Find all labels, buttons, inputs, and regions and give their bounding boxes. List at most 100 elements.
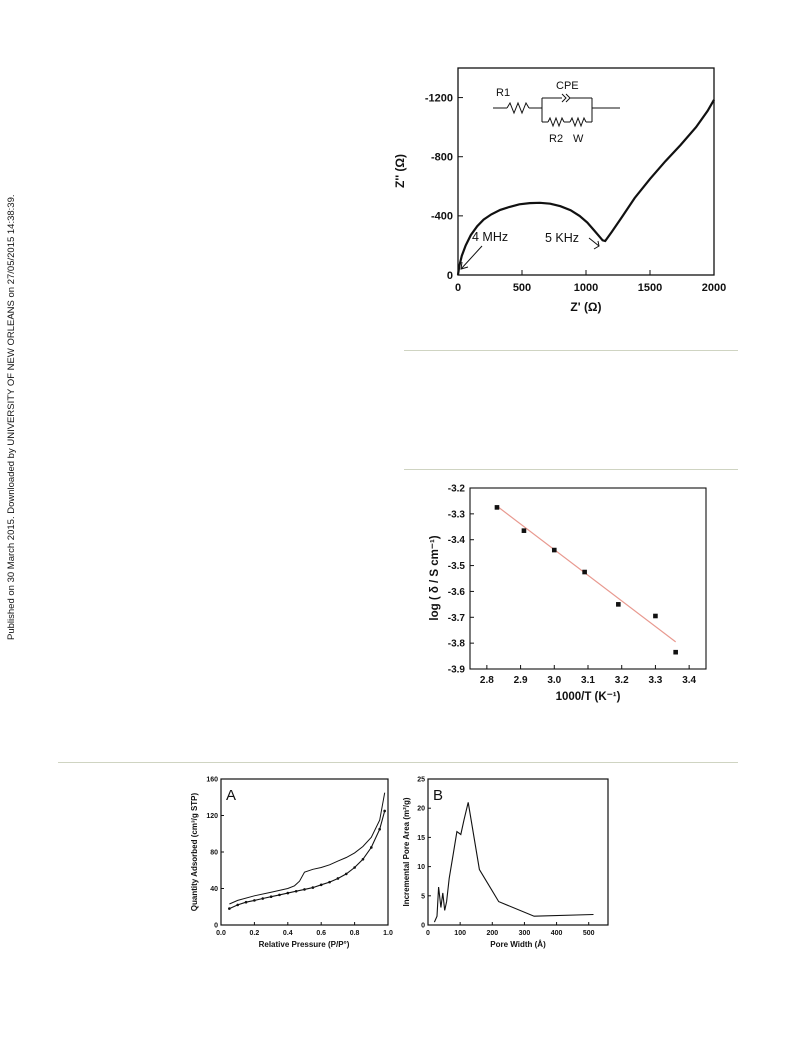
adsorption-point	[253, 899, 256, 902]
pore-area-curve	[433, 802, 594, 923]
resistor-r1	[506, 101, 530, 115]
arrhenius-y-tick-label: -3.7	[448, 613, 466, 624]
isotherm-x-tick-label: 0.0	[216, 930, 226, 937]
arrhenius-x-tick-label: 3.2	[615, 675, 629, 686]
pore-y-tick-label: 5	[421, 893, 425, 900]
pore-plot-frame	[427, 778, 609, 926]
panel-label-b: B	[433, 787, 443, 804]
annotation-5khz: 5 KHz	[545, 231, 579, 245]
adsorption-point	[319, 883, 323, 887]
data-point	[494, 505, 500, 510]
arrhenius-chart: 2.8 2.9 3.0 3.1 3.2 3.3 3.4 -3.2 -3.3 -3.4 -3.5 -3…	[429, 484, 707, 703]
adsorption-point	[236, 903, 239, 907]
adsorption-point	[353, 866, 356, 869]
pore-x-tick-label: 100	[454, 930, 466, 937]
pore-y-tick-label: 10	[417, 864, 425, 871]
adsorption-point	[344, 872, 348, 876]
arrhenius-y-tick-label: -3.5	[448, 561, 466, 572]
annotation-5khz-arrow	[588, 237, 600, 247]
isotherm-x-tick-label: 1.0	[383, 930, 393, 937]
adsorption-point	[336, 877, 340, 880]
pore-y-tick-label: 25	[417, 776, 425, 783]
nyquist-y-tick-label: 0	[447, 270, 453, 282]
arrhenius-x-tick-label: 3.4	[682, 675, 696, 686]
divider-rule-1	[404, 350, 738, 351]
circuit-label-r1: R1	[496, 87, 510, 99]
nyquist-x-tick-label: 0	[455, 282, 461, 294]
nyquist-y-tick-label: -400	[431, 211, 453, 223]
divider-rule-2	[404, 469, 738, 470]
resistor-r2	[547, 116, 565, 128]
isotherm-y-tick-label: 0	[214, 922, 218, 929]
circuit-label-r2: R2	[549, 133, 563, 145]
data-point	[653, 613, 658, 619]
isotherm-y-tick-label: 80	[210, 849, 218, 856]
data-point	[616, 602, 621, 607]
annotation-4mhz-arrow	[460, 245, 483, 270]
nyquist-figure: 0 500 1000 1500 2000 0 -400 -800 -1200 R1 CPE R…	[390, 55, 735, 320]
pore-x-tick-label: 200	[486, 930, 498, 937]
pore-y-tick-label: 15	[417, 835, 425, 842]
pore-figure: B 0 100 200 300 400 500 0 5 10 15 20 25 Pore Width…	[400, 771, 610, 951]
adsorption-point	[311, 886, 315, 889]
pore-y-tick-label: 20	[417, 806, 425, 813]
nyquist-x-tick-label: 2000	[702, 282, 726, 294]
arrhenius-x-tick-label: 3.3	[648, 675, 662, 686]
adsorption-point	[328, 880, 331, 884]
isotherm-x-tick-label: 0.4	[283, 930, 293, 937]
pore-x-tick-label: 500	[583, 930, 595, 937]
nyquist-curve	[456, 99, 715, 276]
nyquist-chart: 0 500 1000 1500 2000 0 -400 -800 -1200 R1 CPE R…	[393, 67, 726, 314]
pore-y-label: Incremental Pore Area (m²/g)	[402, 797, 411, 906]
arrhenius-y-tick-label: -3.2	[448, 484, 466, 495]
adsorption-point	[378, 827, 381, 831]
arrhenius-y-tick-label: -3.9	[448, 665, 466, 676]
arrhenius-x-label: 1000/T (K⁻¹)	[556, 691, 621, 703]
arrhenius-x-tick-label: 3.0	[547, 675, 561, 686]
adsorption-point	[361, 858, 365, 861]
adsorption-point	[303, 888, 306, 891]
pore-x-tick-label: 300	[519, 930, 531, 937]
isotherm-figure: A 0.0 0.2 0.4 0.6 0.8 1.0 0 40 80 120 160 Relativ…	[188, 771, 393, 951]
data-point	[582, 569, 587, 575]
arrhenius-y-tick-label: -3.6	[448, 587, 466, 598]
nyquist-x-label: Z' (Ω)	[570, 300, 601, 314]
desorption-branch	[229, 792, 386, 905]
isotherm-y-tick-label: 120	[206, 813, 218, 820]
adsorption-point	[370, 846, 373, 849]
warburg-element	[569, 116, 587, 128]
cpe-element	[561, 93, 567, 103]
arrhenius-figure: 2.8 2.9 3.0 3.1 3.2 3.3 3.4 -3.2 -3.3 -3.4 -3.5 -3…	[420, 478, 720, 728]
isotherm-x-tick-label: 0.8	[350, 930, 360, 937]
equivalent-circuit	[493, 93, 620, 128]
arrhenius-y-label: log ( δ / S cm⁻¹)	[429, 535, 441, 620]
circuit-label-w: W	[573, 133, 584, 145]
nyquist-y-label: Z'' (Ω)	[393, 154, 407, 188]
isotherm-y-tick-label: 40	[210, 886, 218, 893]
nyquist-y-tick-label: -800	[431, 152, 453, 164]
arrhenius-x-tick-label: 2.8	[480, 675, 494, 686]
divider-rule-3	[58, 762, 738, 763]
pore-x-tick-label: 400	[551, 930, 563, 937]
adsorption-point	[244, 900, 248, 904]
pore-y-tick-label: 0	[421, 922, 425, 929]
adsorption-point	[294, 889, 298, 893]
data-point	[673, 649, 678, 655]
isotherm-x-label: Relative Pressure (P/P°)	[259, 940, 350, 949]
adsorption-branch	[229, 810, 386, 910]
isotherm-chart: A 0.0 0.2 0.4 0.6 0.8 1.0 0 40 80 120 160 Relativ…	[190, 776, 393, 949]
arrhenius-y-tick-label: -3.4	[448, 535, 466, 546]
circuit-label-cpe: CPE	[556, 80, 579, 92]
arrhenius-x-tick-label: 2.9	[514, 675, 528, 686]
arrhenius-y-tick-label: -3.8	[448, 639, 466, 650]
isotherm-x-tick-label: 0.6	[316, 930, 326, 937]
download-watermark-text: Published on 30 March 2015. Downloaded b…	[6, 194, 17, 640]
download-watermark: Published on 30 March 2015. Downloaded b…	[2, 100, 20, 660]
adsorption-point	[278, 893, 281, 897]
adsorption-point	[269, 895, 273, 899]
pore-x-tick-label: 0	[426, 930, 430, 937]
isotherm-y-tick-label: 160	[206, 776, 218, 783]
nyquist-y-tick-label: -1200	[425, 92, 453, 104]
data-point	[551, 547, 557, 553]
annotation-4mhz: 4 MHz	[472, 230, 508, 244]
